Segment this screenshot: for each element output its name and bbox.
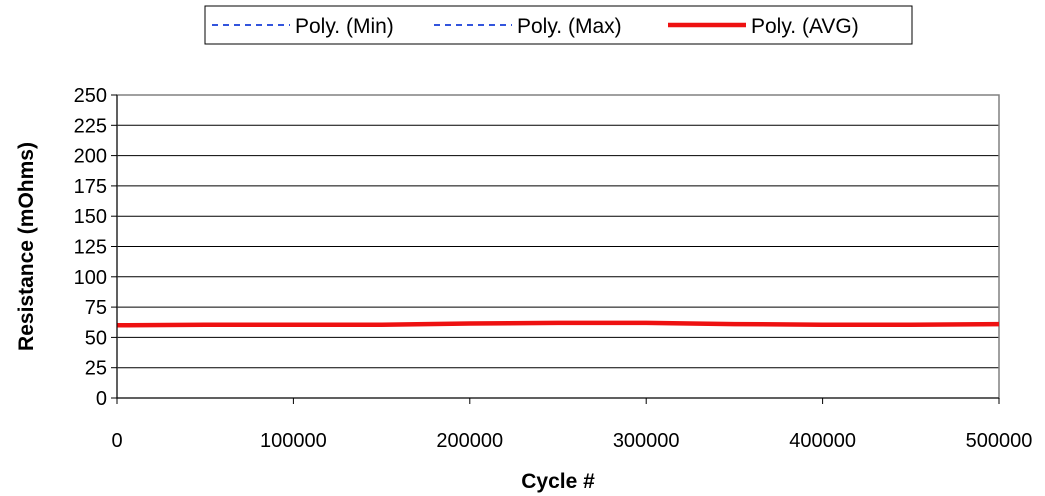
x-tick-label: 100000	[260, 430, 327, 452]
y-axis-title: Resistance (mOhms)	[15, 142, 38, 351]
axes-layer: 0 25 50 75 100 125 150 175 200 225 250 0 100000 20000…	[74, 85, 1033, 452]
y-tick-label: 125	[74, 237, 107, 259]
x-axis-title: Cycle #	[521, 470, 595, 493]
x-tick-label: 300000	[613, 430, 680, 452]
y-tick-label: 0	[96, 388, 107, 410]
y-tick-label: 175	[74, 176, 107, 198]
y-tick-label: 150	[74, 206, 107, 228]
legend-label: Poly. (Max)	[517, 15, 622, 38]
y-tick-label: 225	[74, 115, 107, 137]
x-tick-label: 200000	[436, 430, 503, 452]
chart-legend: Poly. (Min) Poly. (Max) Poly. (AVG)	[204, 5, 913, 45]
y-tick-label: 75	[85, 297, 107, 319]
y-tick-label: 100	[74, 267, 107, 289]
y-tick-label: 200	[74, 146, 107, 168]
y-tick-label: 25	[85, 358, 107, 380]
legend-box	[204, 5, 913, 45]
y-tick-label: 50	[85, 327, 107, 349]
x-tick-label: 400000	[789, 430, 856, 452]
x-tick-label: 500000	[966, 430, 1033, 452]
x-tick-label: 0	[111, 430, 122, 452]
series-layer	[116, 320, 1000, 328]
legend-label: Poly. (Min)	[295, 15, 394, 38]
y-tick-label: 250	[74, 85, 107, 107]
legend-label: Poly. (AVG)	[751, 15, 859, 38]
series-line-3	[116, 320, 1000, 328]
